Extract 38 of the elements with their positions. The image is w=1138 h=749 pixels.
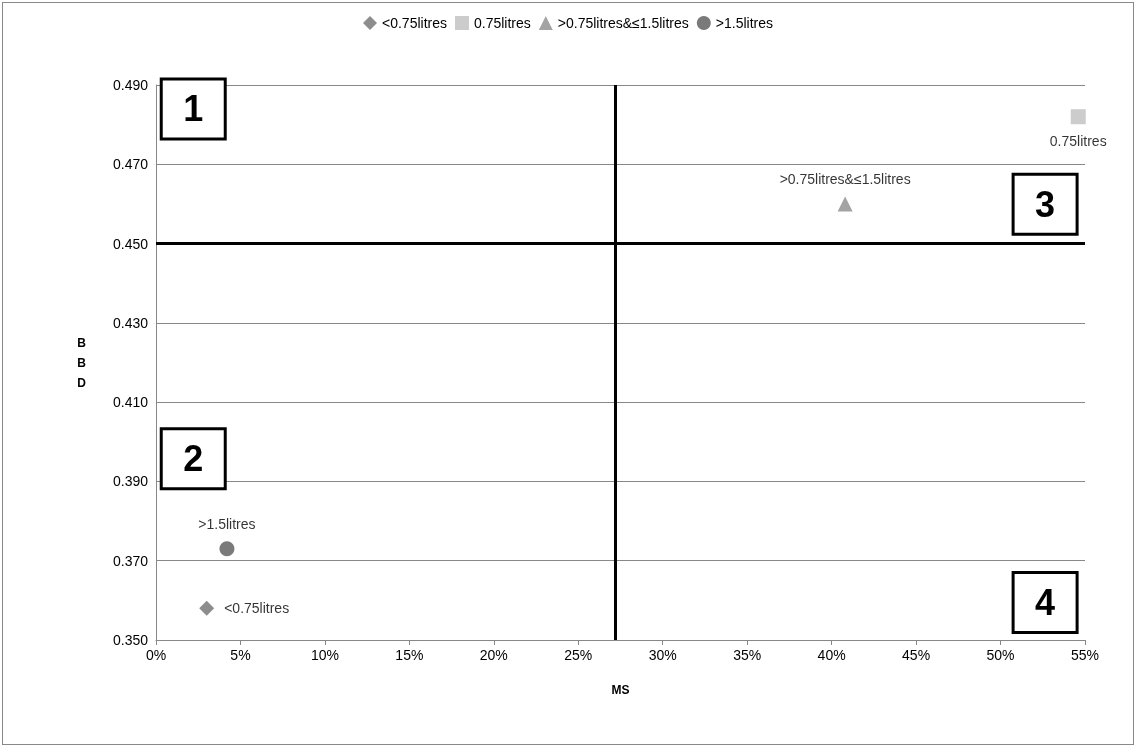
y-tick-label: 0.370 <box>112 552 149 569</box>
x-tick-label: 50% <box>986 647 1015 663</box>
x-tick-label: 55% <box>1070 647 1100 663</box>
text: >1.5litres <box>198 516 256 533</box>
x-tick-label: 25% <box>564 647 593 663</box>
legend-label: <0.75litres <box>382 15 447 31</box>
x-tick-label: 20% <box>479 647 508 663</box>
x-tick-label: 10% <box>310 647 339 663</box>
point <box>199 600 215 616</box>
y-tick-label: 0.450 <box>112 235 149 252</box>
x-tick-label: 15% <box>395 647 424 663</box>
legend-label: >1.5litres <box>715 15 774 31</box>
annotation: 1 <box>183 88 204 130</box>
y-tick-label: 0.410 <box>112 394 149 411</box>
text: 0.75litres <box>1049 133 1107 150</box>
annotation: 3 <box>1035 183 1056 225</box>
point <box>1070 109 1086 125</box>
x-tick-label: 30% <box>648 647 677 663</box>
x-tick-label: 45% <box>902 647 931 663</box>
y-tick-label: 0.390 <box>112 473 149 490</box>
y-axis-title: BBD <box>77 335 87 390</box>
y-tick-label: 0.470 <box>112 156 149 173</box>
annotation: 4 <box>1035 581 1056 623</box>
point <box>837 196 853 212</box>
x-tick-label: 35% <box>733 647 762 663</box>
legend-label: 0.75litres <box>473 15 531 31</box>
y-tick-label: 0.430 <box>112 314 149 331</box>
annotation: 2 <box>183 438 204 480</box>
x-tick-label: 40% <box>817 647 846 663</box>
point <box>219 541 235 557</box>
legend-label: >0.75litres&≤1.5litres <box>557 15 689 31</box>
x-axis-title: MS <box>611 683 630 697</box>
y-tick-label: 0.350 <box>112 632 149 648</box>
x-tick-label: 0% <box>145 647 167 663</box>
text: <0.75litres <box>224 600 290 617</box>
x-tick-label: 5% <box>230 647 251 663</box>
text: >0.75litres&≤1.5litres <box>779 171 911 188</box>
y-tick-label: 0.490 <box>112 77 149 93</box>
